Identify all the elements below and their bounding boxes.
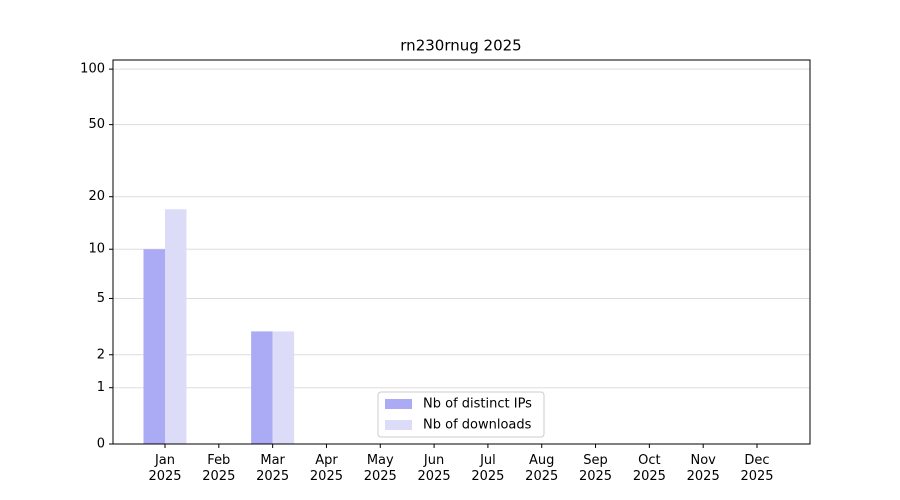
- x-tick-label: Oct 2025: [632, 453, 666, 484]
- x-tick-label: Jan 2025: [148, 453, 182, 484]
- legend-label: Nb of downloads: [423, 418, 532, 433]
- y-tick-label: 10: [88, 242, 105, 257]
- plot-frame: [112, 59, 811, 445]
- x-tick-label: Sep 2025: [578, 453, 613, 484]
- bar: [143, 249, 165, 444]
- legend: Nb of distinct IPs Nb of downloads: [377, 391, 545, 438]
- x-tick-label: Jun 2025: [417, 453, 451, 484]
- y-tick-label: 5: [97, 291, 105, 306]
- x-tick-label: Nov 2025: [686, 453, 720, 484]
- bar: [165, 209, 187, 444]
- x-tick-label: Feb 2025: [202, 453, 236, 484]
- y-tick-label: 2: [97, 347, 105, 362]
- y-tick-label: 20: [88, 189, 105, 204]
- legend-swatch: [385, 399, 412, 409]
- chart-title: rn230rnug 2025: [400, 37, 521, 55]
- legend-box: [377, 391, 545, 438]
- x-tick-label: Aug 2025: [525, 453, 559, 484]
- x-tick-label: Apr 2025: [309, 453, 343, 484]
- y-tick-label: 1: [97, 380, 105, 395]
- bar: [272, 331, 295, 444]
- y-tick-label: 50: [88, 117, 105, 132]
- x-tick-label: May 2025: [363, 453, 397, 484]
- x-tick-label: Jul 2025: [471, 453, 505, 484]
- x-tick-label: Dec 2025: [740, 453, 774, 484]
- y-tick-label: 0: [97, 437, 105, 452]
- y-tick-label: 100: [80, 62, 105, 77]
- x-tick-label: Mar 2025: [256, 453, 290, 484]
- legend-label: Nb of distinct IPs: [423, 397, 532, 412]
- bar: [251, 331, 273, 444]
- legend-swatch: [385, 420, 412, 430]
